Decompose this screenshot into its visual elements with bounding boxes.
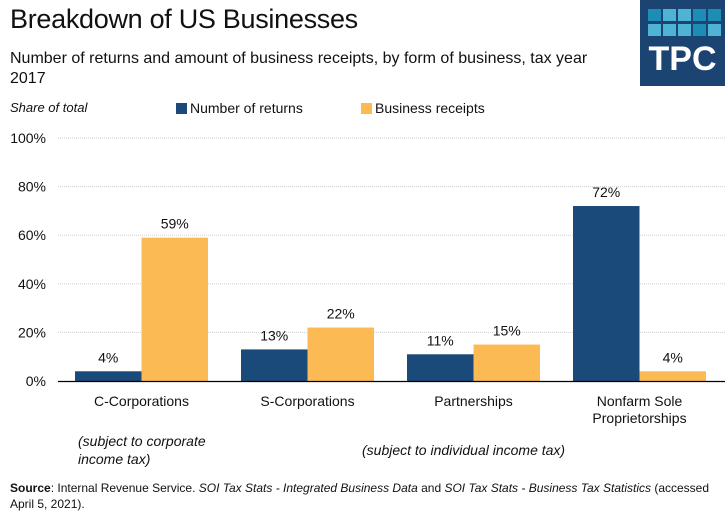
source-label: Source xyxy=(10,481,51,495)
data-label: 11% xyxy=(427,332,454,348)
logo-square xyxy=(663,9,676,21)
y-tick-label: 60% xyxy=(18,227,46,243)
annotation-corporate: (subject to corporate income tax) xyxy=(78,432,206,468)
y-tick-label: 20% xyxy=(18,324,46,340)
x-category-label: Partnerships xyxy=(404,393,544,410)
logo-square xyxy=(678,9,691,21)
bar-receipts xyxy=(473,344,540,381)
annotation-individual-line-1: (subject to individual income tax) xyxy=(362,442,566,458)
y-tick-label: 40% xyxy=(18,276,46,292)
y-tick-label: 100% xyxy=(10,130,46,146)
x-category-label-line: Proprietorships xyxy=(592,410,687,426)
logo-square xyxy=(663,24,676,36)
source-text-2: and xyxy=(417,481,445,495)
bar-chart: 0% 20% 40% 60% 80% 100% 4% 13% 11% 72% 59% 22% 15% 4% xyxy=(10,130,725,389)
x-category-label-line: S-Corporations xyxy=(260,393,355,409)
annotation-corporate-line-1: (subject to corporate xyxy=(78,433,206,449)
source-italic-1: SOI Tax Stats - Integrated Business Data xyxy=(198,481,418,495)
logo-text: TPC xyxy=(648,40,717,78)
y-axis-label: Share of total xyxy=(10,100,88,115)
x-category-label-line: C-Corporations xyxy=(94,393,189,409)
bar-receipts xyxy=(141,237,208,381)
legend-label-receipts: Business receipts xyxy=(375,100,485,116)
data-label: 22% xyxy=(327,306,355,322)
bar-receipts xyxy=(639,371,706,381)
legend-swatch-receipts xyxy=(361,102,372,114)
logo-square xyxy=(648,9,661,21)
legend-item-receipts: Business receipts xyxy=(361,100,485,116)
tpc-logo: TPC xyxy=(640,0,725,86)
source-note: Source: Internal Revenue Service. SOI Ta… xyxy=(10,480,720,512)
annotation-individual: (subject to individual income tax) xyxy=(362,441,565,459)
source-italic-2: SOI Tax Stats - Business Tax Statistics xyxy=(444,481,651,495)
logo-square xyxy=(648,24,661,36)
bar-returns xyxy=(407,354,474,381)
chart-title: Breakdown of US Businesses xyxy=(10,4,358,34)
bar-returns xyxy=(241,349,308,381)
bar-receipts xyxy=(307,327,374,381)
x-category-label: Nonfarm Sole Proprietorships xyxy=(570,393,710,427)
logo-square xyxy=(693,24,706,36)
logo-square xyxy=(678,24,691,36)
legend-swatch-returns xyxy=(176,102,187,114)
x-category-label-line: Partnerships xyxy=(434,393,513,409)
data-label: 4% xyxy=(98,349,118,365)
annotation-corporate-line-2: income tax) xyxy=(78,451,151,467)
x-category-label: C-Corporations xyxy=(72,393,212,410)
chart-subtitle: Number of returns and amount of business… xyxy=(10,50,588,87)
y-tick-label: 0% xyxy=(26,373,46,389)
data-label: 59% xyxy=(161,216,189,232)
logo-square xyxy=(708,24,721,36)
data-label: 15% xyxy=(493,323,521,339)
data-label: 72% xyxy=(592,184,620,200)
legend-item-returns: Number of returns xyxy=(176,100,303,116)
legend-label-returns: Number of returns xyxy=(190,100,303,116)
logo-square xyxy=(693,9,706,21)
source-text-1: : Internal Revenue Service. xyxy=(50,481,199,495)
source-text-3: (accessed April 5, 2021). xyxy=(10,481,710,511)
logo-square xyxy=(708,9,721,21)
y-tick-label: 80% xyxy=(18,179,46,195)
bar-returns xyxy=(573,206,640,381)
x-category-label-line: Nonfarm Sole xyxy=(596,393,683,409)
bar-returns xyxy=(75,371,142,381)
x-category-label: S-Corporations xyxy=(238,393,378,410)
data-label: 4% xyxy=(663,349,683,365)
data-label: 13% xyxy=(260,327,288,343)
